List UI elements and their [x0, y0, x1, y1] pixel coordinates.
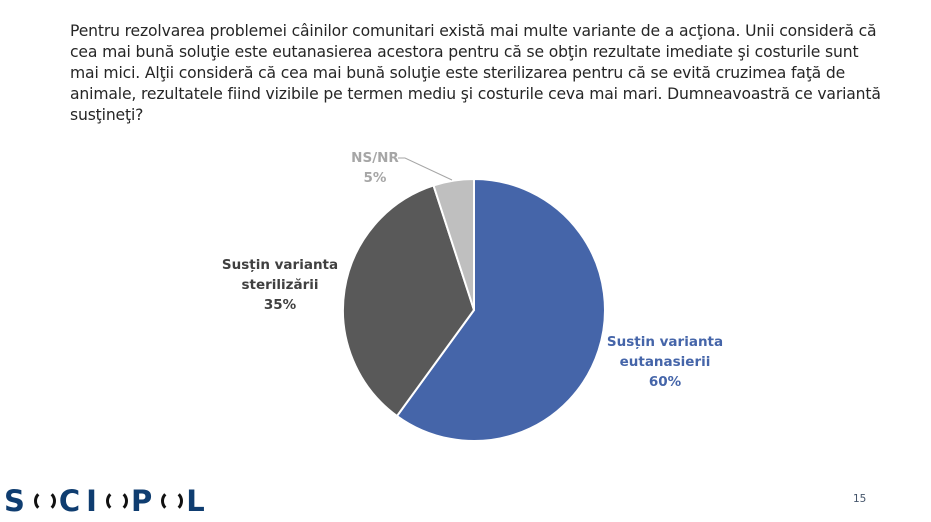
slice-sterilizarii [341, 184, 476, 418]
logo-ring-icon [105, 490, 128, 512]
logo-ring-icon [161, 490, 184, 512]
logo-ci: CI [58, 484, 103, 518]
label-ster-value: 35% [263, 297, 297, 313]
sociopol-logo: S CI P L [4, 484, 211, 518]
logo-l: L [186, 484, 211, 518]
logo-p: P [130, 484, 159, 518]
label-sterilizarii: Susțin varianta sterilizării 35% [210, 255, 350, 315]
label-nsnr-value: 5% [363, 170, 387, 186]
label-eut-line1: Susțin varianta [606, 334, 724, 350]
label-eut-value: 60% [648, 374, 682, 390]
label-nsnr-name: NS/NR [351, 150, 399, 166]
question-text: Pentru rezolvarea problemei câinilor com… [70, 22, 881, 124]
logo-ring-icon [33, 490, 56, 512]
slice-eutanasierii [395, 177, 606, 442]
label-ster-line2: sterilizării [241, 277, 319, 293]
label-eutanasierii: Susțin varianta eutanasierii 60% [590, 332, 740, 392]
label-nsnr: NS/NR 5% [340, 148, 410, 188]
label-ster-line1: Susțin varianta [221, 257, 339, 273]
page-number: 15 [853, 493, 867, 505]
label-eut-line2: eutanasierii [619, 354, 711, 370]
leader-line-nsnr [398, 157, 453, 181]
logo-s: S [4, 484, 31, 518]
slice-nsnr [432, 177, 475, 311]
